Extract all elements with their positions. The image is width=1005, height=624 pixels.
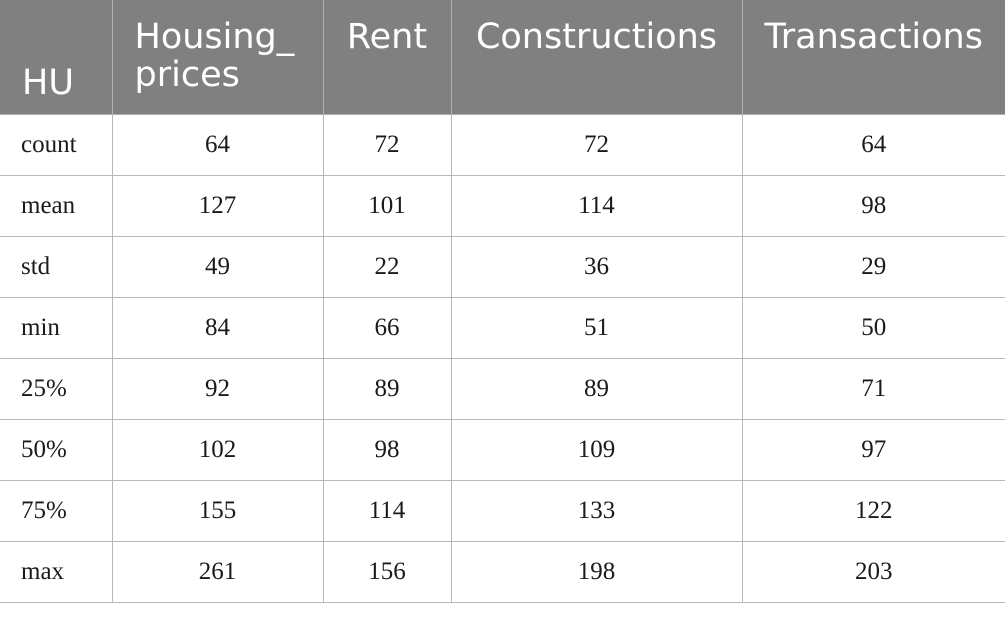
table-row-50pct: 50% 102 98 109 97 (0, 419, 1005, 481)
cell-constructions: 36 (450, 236, 743, 298)
cell-transactions: 50 (741, 297, 1005, 359)
table-row-count: count 64 72 72 64 (0, 114, 1005, 176)
cell-constructions: 109 (450, 419, 743, 481)
cell-housing-prices: 155 (111, 480, 324, 542)
header-label-hu: HU (22, 63, 74, 103)
header-label-housing-prices: Housing_ prices (134, 17, 295, 95)
table-row-std: std 49 22 36 29 (0, 236, 1005, 298)
cell-transactions: 97 (741, 419, 1005, 481)
header-row: HU Housing_ prices Rent Constructions Tr… (0, 0, 1005, 115)
cell-housing-prices: 92 (111, 358, 324, 420)
table-row-min: min 84 66 51 50 (0, 297, 1005, 359)
row-label: count (0, 114, 113, 176)
cell-constructions: 198 (450, 541, 743, 603)
cell-rent: 101 (322, 175, 452, 237)
cell-constructions: 133 (450, 480, 743, 542)
cell-housing-prices: 102 (111, 419, 324, 481)
header-label-constructions: Constructions (475, 17, 718, 57)
header-cell-constructions: Constructions (450, 0, 743, 115)
row-label: 75% (0, 480, 113, 542)
cell-constructions: 72 (450, 114, 743, 176)
table-row-max: max 261 156 198 203 (0, 541, 1005, 603)
cell-transactions: 203 (741, 541, 1005, 603)
table-row-mean: mean 127 101 114 98 (0, 175, 1005, 237)
row-label: mean (0, 175, 113, 237)
row-label: min (0, 297, 113, 359)
row-label: max (0, 541, 113, 603)
header-label-rent: Rent (346, 17, 428, 57)
cell-rent: 98 (322, 419, 452, 481)
cell-rent: 72 (322, 114, 452, 176)
cell-rent: 89 (322, 358, 452, 420)
cell-rent: 156 (322, 541, 452, 603)
cell-transactions: 29 (741, 236, 1005, 298)
cell-transactions: 71 (741, 358, 1005, 420)
header-cell-housing-prices: Housing_ prices (111, 0, 324, 115)
header-cell-hu: HU (0, 0, 113, 115)
row-label: 50% (0, 419, 113, 481)
header-label-transactions: Transactions (764, 17, 983, 57)
cell-housing-prices: 127 (111, 175, 324, 237)
cell-housing-prices: 261 (111, 541, 324, 603)
row-label: 25% (0, 358, 113, 420)
cell-rent: 114 (322, 480, 452, 542)
header-cell-rent: Rent (322, 0, 452, 115)
cell-constructions: 114 (450, 175, 743, 237)
cell-rent: 22 (322, 236, 452, 298)
cell-housing-prices: 64 (111, 114, 324, 176)
cell-housing-prices: 84 (111, 297, 324, 359)
cell-transactions: 98 (741, 175, 1005, 237)
cell-transactions: 64 (741, 114, 1005, 176)
cell-transactions: 122 (741, 480, 1005, 542)
statistics-table: HU Housing_ prices Rent Constructions Tr… (0, 0, 1005, 603)
table-row-25pct: 25% 92 89 89 71 (0, 358, 1005, 420)
row-label: std (0, 236, 113, 298)
cell-constructions: 51 (450, 297, 743, 359)
cell-housing-prices: 49 (111, 236, 324, 298)
cell-rent: 66 (322, 297, 452, 359)
table-row-75pct: 75% 155 114 133 122 (0, 480, 1005, 542)
cell-constructions: 89 (450, 358, 743, 420)
header-cell-transactions: Transactions (741, 0, 1005, 115)
